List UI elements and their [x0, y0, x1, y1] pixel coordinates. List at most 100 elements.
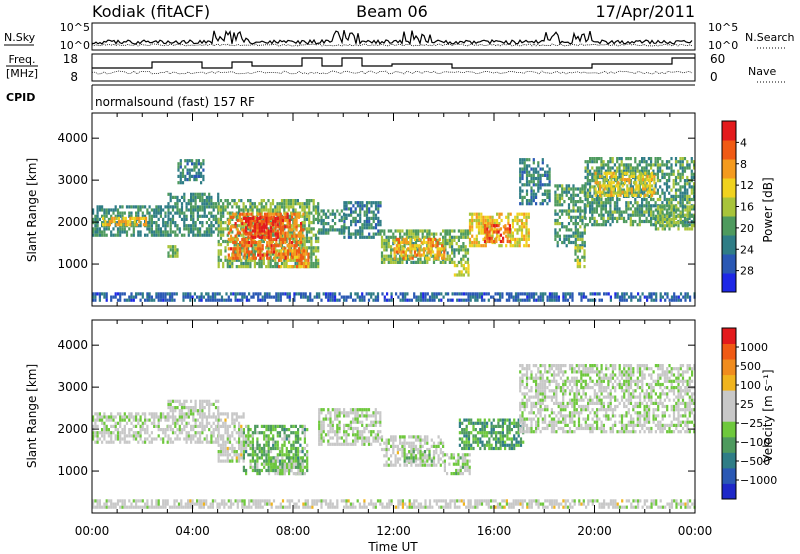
heatmap-cell-5 — [228, 239, 232, 244]
heatmap-cell-17 — [583, 244, 586, 248]
heatmap-cell-6 — [232, 250, 235, 254]
heatmap-cell-0 — [121, 431, 124, 435]
heatmap-cell-5 — [224, 208, 227, 212]
heatmap-cell-7 — [254, 232, 257, 236]
heatmap-cell-20 — [648, 178, 651, 182]
heatmap-cell-12 — [407, 240, 410, 245]
heatmap-cell-6 — [245, 250, 248, 254]
heatmap-cell-5 — [312, 202, 315, 206]
heatmap-cell-19 — [674, 216, 678, 220]
heatmap-cell-10 — [363, 213, 366, 217]
heatmap-cell-22 — [234, 292, 237, 296]
heatmap-cell-16 — [537, 161, 540, 165]
heatmap-cell-11 — [462, 248, 465, 252]
heatmap-cell-1 — [199, 440, 202, 444]
heatmap-cell-6 — [234, 240, 237, 245]
heatmap-cell-0 — [150, 230, 153, 234]
heatmap-cell-11 — [414, 235, 418, 239]
heatmap-cell-17 — [558, 209, 561, 213]
heatmap-cell-12 — [402, 250, 405, 254]
heatmap-cell-0 — [98, 437, 101, 441]
heatmap-cell-17 — [574, 222, 577, 226]
heatmap-cell-19 — [616, 216, 619, 220]
heatmap-cell-6 — [248, 225, 251, 229]
heatmap-cell-19 — [611, 157, 614, 161]
heatmap-cell-16 — [541, 202, 544, 206]
heatmap-cell-11 — [390, 257, 393, 261]
heatmap-cell-2 — [176, 208, 179, 212]
heatmap-cell-5 — [280, 205, 284, 209]
heatmap-cell-8 — [296, 265, 299, 269]
heatmap-cell-6 — [281, 222, 285, 226]
heatmap-cell-7 — [265, 223, 268, 227]
heatmap-cell-5 — [283, 265, 286, 269]
heatmap-cell-5 — [299, 202, 302, 206]
heatmap-cell-5 — [299, 249, 302, 253]
heatmap-cell-2 — [226, 453, 229, 457]
heatmap-cell-22 — [646, 298, 649, 302]
heatmap-cell-11 — [464, 229, 467, 233]
heatmap-cell-19 — [665, 172, 669, 176]
heatmap-cell-5 — [262, 261, 265, 266]
heatmap-cell-19 — [668, 201, 671, 205]
heatmap-cell-16 — [525, 173, 529, 177]
heatmap-cell-0 — [92, 424, 95, 428]
heatmap-cell-10 — [361, 235, 364, 239]
heatmap-cell-12 — [425, 256, 428, 260]
heatmap-cell-5 — [290, 202, 293, 206]
heatmap-cell-19 — [609, 223, 612, 227]
heatmap-cell-0 — [137, 434, 140, 438]
heatmap-cell-22 — [218, 298, 221, 302]
heatmap-cell-22 — [263, 295, 267, 299]
heatmap-cell-2 — [217, 456, 220, 460]
heatmap-cell-6 — [250, 212, 253, 216]
heatmap-cell-5 — [240, 261, 243, 266]
heatmap-cell-11 — [401, 229, 404, 233]
heatmap-cell-4 — [176, 254, 179, 258]
heatmap-cell-3 — [245, 434, 248, 438]
heatmap-cell-11 — [390, 245, 393, 249]
heatmap-cell-0 — [159, 428, 162, 432]
heatmap-cell-4 — [169, 248, 172, 252]
heatmap-cell-20 — [628, 178, 631, 182]
heatmap-cell-2 — [187, 208, 190, 212]
heatmap-cell-5 — [287, 202, 290, 206]
heatmap-cell-1 — [171, 415, 175, 419]
heatmap-cell-2 — [196, 233, 199, 237]
heatmap-cell-0 — [112, 431, 115, 435]
heatmap-cell-22 — [288, 295, 291, 299]
heatmap-cell-2 — [187, 227, 190, 231]
heatmap-cell-11 — [448, 242, 451, 246]
heatmap-cell-15 — [486, 236, 489, 240]
heatmap-cell-20 — [651, 174, 654, 178]
heatmap-cell-0 — [139, 424, 142, 428]
heatmap-cell-2 — [240, 415, 243, 419]
heatmap-cell-17 — [556, 244, 559, 248]
heatmap-cell-19 — [631, 204, 635, 208]
heatmap-cell-7 — [263, 219, 266, 224]
heatmap-cell-19 — [604, 201, 607, 205]
heatmap-cell-1 — [174, 431, 177, 435]
heatmap-cell-5 — [292, 236, 295, 240]
heatmap-cell-1 — [196, 424, 199, 428]
heatmap-cell-22 — [363, 298, 366, 302]
heatmap-cell-2 — [169, 227, 172, 231]
heatmap-cell-1 — [203, 428, 206, 432]
heatmap-cell-1 — [178, 418, 181, 422]
heatmap-cell-11 — [430, 232, 433, 236]
heatmap-cell-11 — [428, 232, 431, 236]
heatmap-cell-16 — [535, 170, 538, 174]
heatmap-cell-16 — [530, 186, 533, 190]
heatmap-cell-10 — [363, 235, 366, 239]
heatmap-cell-0 — [105, 428, 108, 432]
heatmap-cell-7 — [260, 226, 263, 230]
heatmap-cell-11 — [417, 260, 420, 264]
heatmap-cell-0 — [121, 227, 124, 231]
heatmap-cell-5 — [253, 249, 256, 253]
heatmap-cell-14 — [505, 234, 508, 238]
heatmap-cell-20 — [642, 178, 645, 182]
heatmap-cell-12 — [425, 247, 428, 251]
heatmap-cell-3 — [245, 424, 248, 428]
heatmap-cell-12 — [402, 247, 405, 251]
heatmap-cell-1 — [199, 402, 202, 406]
